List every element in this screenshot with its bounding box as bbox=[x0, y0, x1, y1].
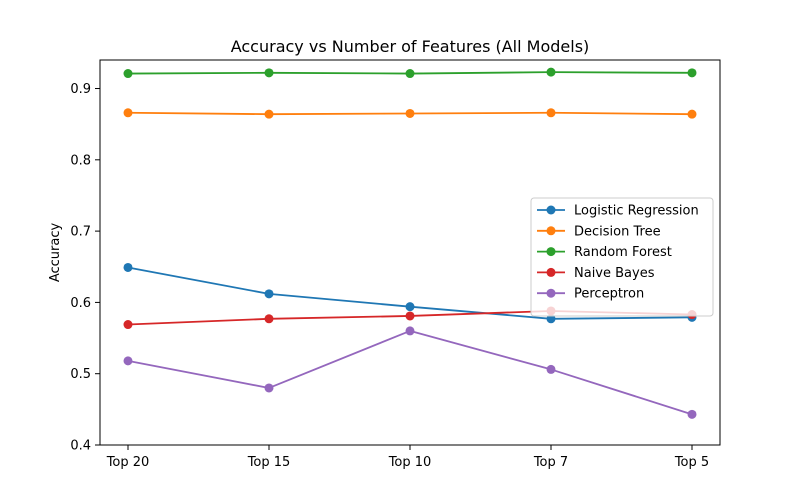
data-point bbox=[546, 67, 556, 77]
data-point bbox=[123, 356, 133, 366]
legend-label: Decision Tree bbox=[574, 224, 661, 239]
data-point bbox=[546, 314, 556, 324]
legend-swatch-marker bbox=[546, 226, 556, 236]
legend-swatch-marker bbox=[546, 288, 556, 298]
y-axis-label: Accuracy bbox=[48, 223, 63, 283]
series-line bbox=[127, 330, 693, 416]
x-tick-label: Top 15 bbox=[247, 455, 291, 470]
data-point bbox=[687, 109, 697, 119]
legend-item: Decision Tree bbox=[537, 224, 661, 239]
legend-label: Logistic Regression bbox=[574, 204, 699, 219]
data-point bbox=[546, 364, 556, 374]
data-point bbox=[405, 302, 415, 312]
legend-swatch-marker bbox=[546, 205, 556, 215]
data-point bbox=[405, 69, 415, 79]
data-point bbox=[546, 108, 556, 118]
data-point bbox=[687, 68, 697, 78]
data-point bbox=[264, 383, 274, 393]
y-tick-label: 0.6 bbox=[70, 296, 91, 311]
legend-item: Perceptron bbox=[537, 287, 644, 302]
y-tick-label: 0.4 bbox=[70, 439, 91, 454]
legend-item: Random Forest bbox=[537, 245, 672, 260]
data-point bbox=[264, 289, 274, 299]
legend-box bbox=[530, 197, 714, 317]
x-tick-label: Top 20 bbox=[106, 455, 150, 470]
legend-swatch-marker bbox=[546, 247, 556, 257]
data-point bbox=[264, 68, 274, 78]
series-random-forest bbox=[123, 67, 697, 79]
legend-item: Naive Bayes bbox=[537, 266, 655, 281]
data-point bbox=[123, 262, 133, 272]
data-point bbox=[687, 409, 697, 419]
series-decision-tree bbox=[123, 108, 697, 119]
x-tick-label: Top 5 bbox=[674, 455, 709, 470]
data-point bbox=[405, 326, 415, 336]
axes: 0.4 0.5 0.6 0.7 0.8 0.9 Top 20 Top 15 Top 10 Top … bbox=[48, 59, 721, 470]
x-tick-label: Top 7 bbox=[533, 455, 568, 470]
chart-title: Accuracy vs Number of Features (All Mode… bbox=[231, 37, 590, 56]
y-tick-label: 0.9 bbox=[70, 82, 91, 97]
data-point bbox=[123, 108, 133, 118]
legend-item: Logistic Regression bbox=[537, 204, 699, 219]
data-point bbox=[264, 314, 274, 324]
y-tick-label: 0.8 bbox=[70, 153, 91, 168]
data-point bbox=[405, 311, 415, 321]
data-point bbox=[123, 320, 133, 330]
legend-label: Naive Bayes bbox=[574, 266, 655, 281]
legend-label: Perceptron bbox=[574, 287, 644, 302]
data-point bbox=[123, 69, 133, 79]
legend-label: Random Forest bbox=[574, 245, 672, 260]
legend-swatch-marker bbox=[546, 267, 556, 277]
y-tick-label: 0.7 bbox=[70, 225, 91, 240]
data-point bbox=[264, 109, 274, 119]
legend: Logistic Regression Decision Tree Random F… bbox=[530, 197, 714, 317]
series-perceptron bbox=[123, 326, 697, 419]
x-tick-label: Top 10 bbox=[388, 455, 432, 470]
data-point bbox=[405, 108, 415, 118]
y-tick-label: 0.5 bbox=[70, 367, 91, 382]
